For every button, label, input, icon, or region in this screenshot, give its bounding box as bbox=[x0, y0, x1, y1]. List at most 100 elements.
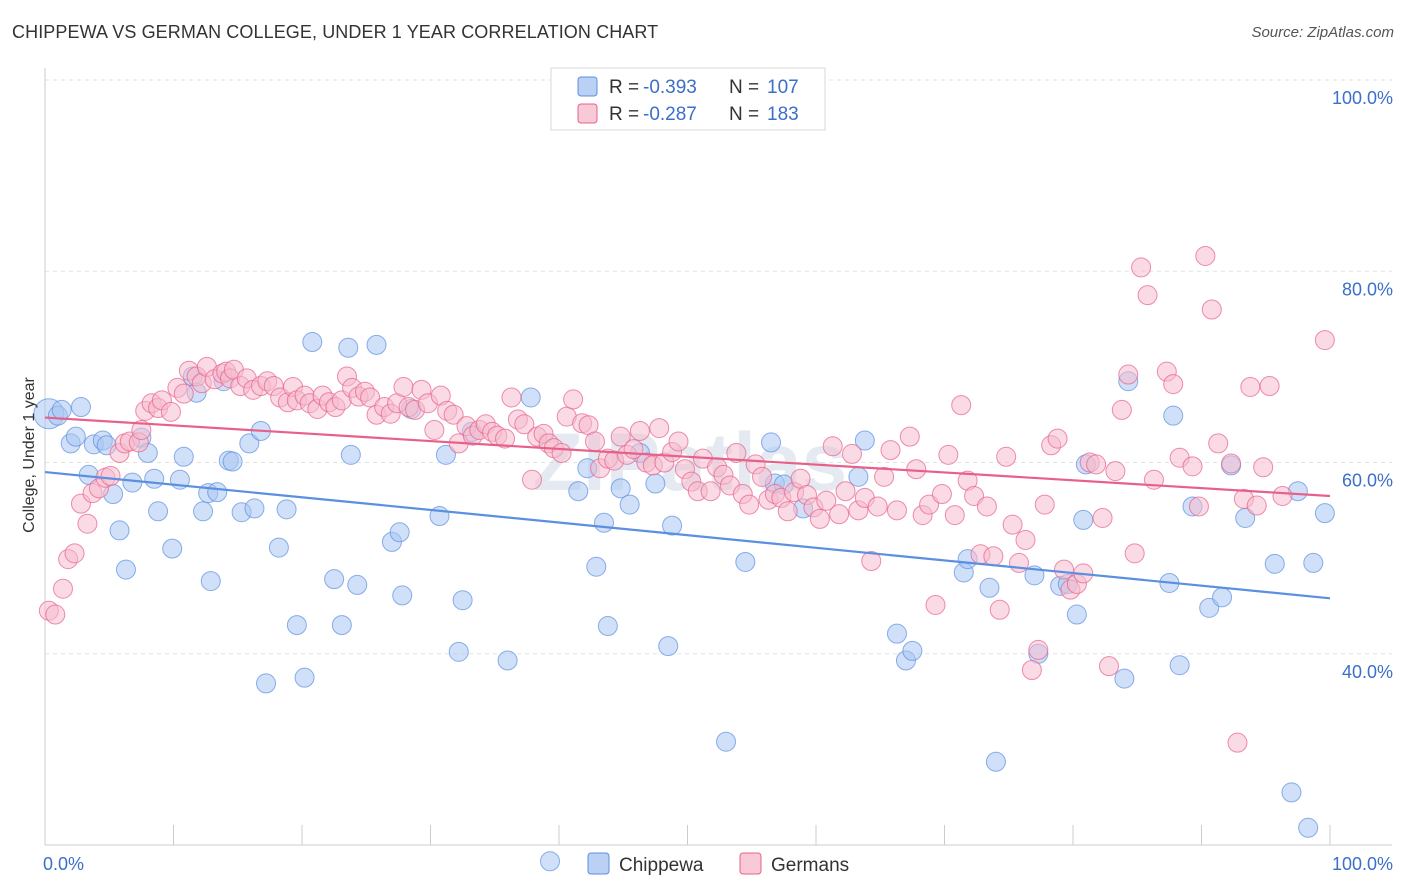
germans-point bbox=[1195, 245, 1216, 266]
chippewa-point bbox=[1073, 509, 1094, 530]
chippewa-point bbox=[985, 751, 1006, 772]
chippewa-point bbox=[1212, 587, 1233, 608]
chippewa-point bbox=[1163, 405, 1184, 426]
germans-point bbox=[1272, 485, 1293, 506]
germans-point bbox=[1105, 461, 1126, 482]
germans-point bbox=[629, 420, 650, 441]
chippewa-point bbox=[148, 501, 169, 522]
axes bbox=[44, 68, 1392, 846]
y-axis-label: College, Under 1 year bbox=[21, 377, 38, 533]
germans-point bbox=[996, 446, 1017, 467]
germans-point bbox=[700, 481, 721, 502]
germans-point bbox=[1163, 374, 1184, 395]
chippewa-point bbox=[347, 574, 368, 595]
legend: R = -0.393 N = 107 R = -0.287 N = 183 bbox=[550, 67, 826, 131]
chippewa-point bbox=[389, 522, 410, 543]
bottom-legend-swatch-germans bbox=[739, 852, 762, 875]
chart-title: CHIPPEWA VS GERMAN COLLEGE, UNDER 1 YEAR… bbox=[12, 22, 659, 42]
germans-point bbox=[1034, 494, 1055, 515]
germans-point bbox=[1098, 656, 1119, 677]
germans-point bbox=[1118, 364, 1139, 385]
chippewa-point bbox=[340, 444, 361, 465]
germans-point bbox=[1047, 428, 1068, 449]
chippewa-point bbox=[1281, 782, 1302, 803]
chippewa-point bbox=[645, 473, 666, 494]
germans-point bbox=[360, 387, 381, 408]
chippewa-point bbox=[520, 387, 541, 408]
germans-point bbox=[443, 404, 464, 425]
chippewa-point bbox=[1066, 604, 1087, 625]
chippewa-point bbox=[200, 571, 221, 592]
chippewa-point bbox=[222, 451, 243, 472]
bottom-legend-label-chippewa: Chippewa bbox=[619, 855, 704, 876]
chippewa-point bbox=[173, 446, 194, 467]
germans-point bbox=[822, 436, 843, 457]
series-chippewa bbox=[33, 332, 1335, 872]
germans-point bbox=[886, 500, 907, 521]
chippewa-point bbox=[716, 731, 737, 752]
germans-point bbox=[906, 459, 927, 480]
germans-point bbox=[1253, 457, 1274, 478]
legend-n-label-1: N = bbox=[729, 77, 759, 98]
chippewa-point bbox=[1114, 668, 1135, 689]
legend-r-value-2: -0.287 bbox=[643, 104, 697, 125]
chippewa-point bbox=[122, 472, 143, 493]
germans-point bbox=[64, 543, 85, 564]
germans-point bbox=[1188, 496, 1209, 517]
germans-point bbox=[1015, 529, 1036, 550]
germans-point bbox=[1028, 639, 1049, 660]
germans-point bbox=[1009, 552, 1030, 573]
chippewa-point bbox=[662, 515, 683, 536]
germans-point bbox=[1259, 376, 1280, 396]
germans-point bbox=[1111, 399, 1132, 420]
chippewa-point bbox=[338, 337, 359, 358]
chippewa-point bbox=[597, 616, 618, 637]
chippewa-point bbox=[331, 615, 352, 636]
germans-point bbox=[424, 419, 445, 440]
chippewa-point bbox=[239, 433, 260, 454]
germans-point bbox=[829, 504, 850, 525]
chippewa-point bbox=[854, 430, 875, 451]
chippewa-point bbox=[586, 556, 607, 577]
chippewa-point bbox=[593, 512, 614, 533]
germans-point bbox=[816, 490, 837, 511]
germans-point bbox=[501, 387, 522, 408]
germans-point bbox=[983, 546, 1004, 567]
chippewa-point bbox=[65, 426, 86, 447]
chippewa-point bbox=[619, 494, 640, 515]
chippewa-point bbox=[324, 569, 345, 590]
germans-point bbox=[1246, 495, 1267, 516]
source-label: Source: ZipAtlas.com bbox=[1251, 24, 1394, 41]
germans-point bbox=[131, 419, 152, 440]
chippewa-point bbox=[540, 851, 561, 872]
germans-point bbox=[951, 395, 972, 416]
bottom-legend-label-germans: Germans bbox=[771, 855, 849, 876]
legend-n-label-2: N = bbox=[729, 104, 759, 125]
germans-point bbox=[1201, 299, 1222, 320]
chippewa-point bbox=[1298, 817, 1319, 838]
chippewa-point bbox=[294, 667, 315, 688]
chippewa-point bbox=[162, 538, 183, 559]
chippewa-point bbox=[244, 498, 265, 519]
germans-point bbox=[1124, 543, 1145, 564]
germans-point bbox=[1208, 433, 1229, 454]
chippewa-point bbox=[193, 501, 214, 522]
y-tick-label-100.0%: 100.0% bbox=[1332, 88, 1393, 108]
y-tick-label-40.0%: 40.0% bbox=[1342, 662, 1393, 682]
legend-n-value-1: 107 bbox=[767, 77, 799, 98]
x-tick-label-0: 0.0% bbox=[43, 854, 84, 874]
chippewa-point bbox=[51, 399, 72, 420]
chippewa-point bbox=[392, 585, 413, 606]
germans-point bbox=[841, 443, 862, 464]
germans-point bbox=[835, 481, 856, 502]
chippewa-point bbox=[366, 334, 387, 355]
germans-point bbox=[77, 513, 98, 534]
germans-point bbox=[739, 494, 760, 515]
chippewa-point bbox=[1303, 552, 1324, 573]
chippewa-point bbox=[497, 650, 518, 671]
germans-point bbox=[874, 466, 895, 487]
germans-point bbox=[752, 466, 773, 487]
germans-point bbox=[861, 550, 882, 571]
chippewa-point bbox=[735, 551, 756, 572]
germans-point bbox=[976, 496, 997, 517]
